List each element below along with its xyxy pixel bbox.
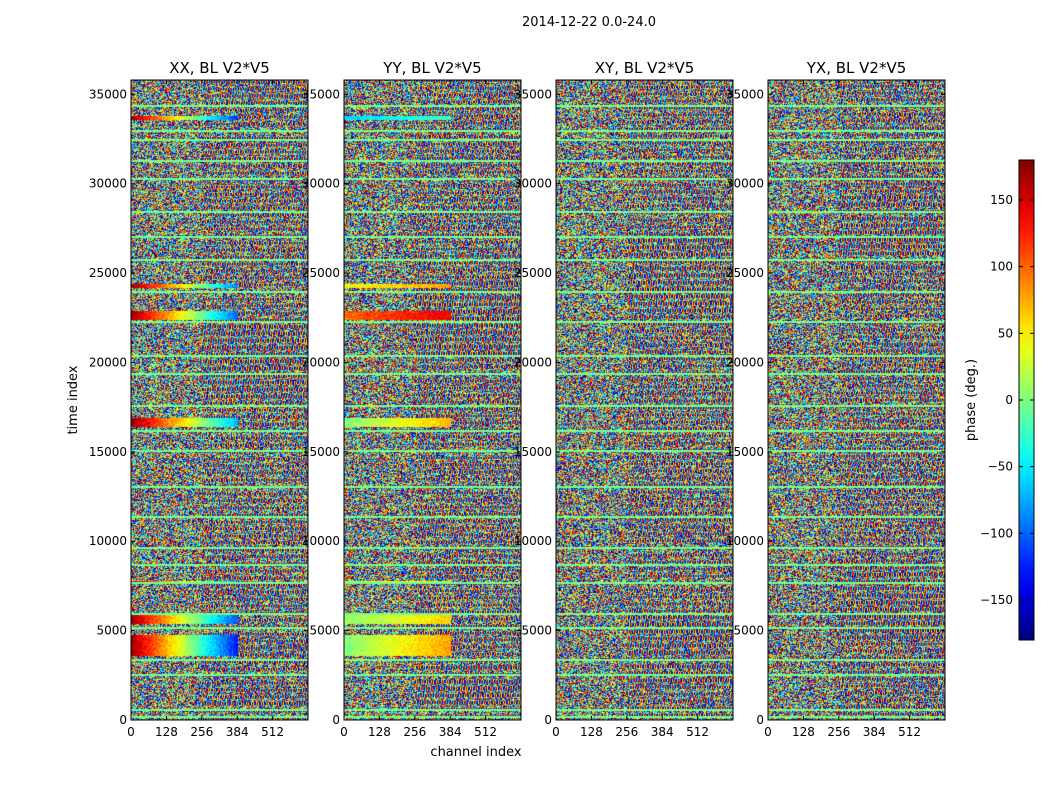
panel-title: XY, BL V2*V5	[595, 59, 695, 77]
y-tick-label: 20000	[302, 355, 340, 369]
heatmap-xy	[556, 80, 733, 720]
y-tick-label: 30000	[726, 177, 764, 191]
y-tick-label: 0	[332, 713, 340, 727]
y-tick-label: 15000	[514, 445, 552, 459]
x-tick-label: 256	[403, 725, 426, 739]
y-tick-label: 15000	[726, 445, 764, 459]
panel-xx: XX, BL V2*V5 0 128 256 384 512 0 5000 10000 15000…	[89, 59, 309, 739]
y-tick-label: 25000	[726, 266, 764, 280]
panel-title: YX, BL V2*V5	[806, 59, 907, 77]
x-tick-label: 0	[340, 725, 348, 739]
colorbar-tick-label: 50	[998, 326, 1013, 340]
x-tick-label: 128	[368, 725, 391, 739]
x-tick-label: 0	[764, 725, 772, 739]
x-axis-label: channel index	[430, 745, 521, 760]
x-tick-label: 384	[226, 725, 249, 739]
axes-frame	[343, 79, 522, 721]
y-tick-label: 15000	[89, 445, 127, 459]
axes-frame	[767, 79, 946, 721]
colorbar-label: phase (deg.)	[964, 359, 979, 441]
y-tick-label: 35000	[726, 87, 764, 101]
x-tick-label: 256	[190, 725, 213, 739]
x-tick-label: 0	[127, 725, 135, 739]
y-tick-label: 5000	[309, 624, 340, 638]
x-tick-label: 512	[898, 725, 921, 739]
colorbar-tick-label: −150	[980, 593, 1013, 607]
x-tick-label: 128	[155, 725, 178, 739]
y-tick-label: 10000	[89, 534, 127, 548]
x-tick-label: 512	[261, 725, 284, 739]
y-tick-label: 10000	[514, 534, 552, 548]
panel-title: YY, BL V2*V5	[382, 59, 481, 77]
x-tick-label: 512	[686, 725, 709, 739]
y-tick-label: 20000	[514, 355, 552, 369]
y-tick-label: 5000	[521, 624, 552, 638]
y-tick-label: 20000	[89, 355, 127, 369]
x-tick-label: 256	[615, 725, 638, 739]
colorbar-tick-label: −100	[980, 526, 1013, 540]
panel-xy: XY, BL V2*V5 0 128 256 384 512 0 5000 10000 15000…	[514, 59, 734, 739]
heatmap-xx	[131, 80, 308, 720]
colorbar-tick-label: 0	[1005, 393, 1013, 407]
y-tick-label: 0	[756, 713, 764, 727]
colorbar-tick-label: 150	[990, 193, 1013, 207]
y-tick-label: 0	[544, 713, 552, 727]
x-tick-label: 512	[474, 725, 497, 739]
y-tick-label: 20000	[726, 355, 764, 369]
x-tick-label: 128	[792, 725, 815, 739]
heatmap-yy	[344, 80, 521, 720]
figure-suptitle: 2014-12-22 0.0-24.0	[522, 15, 656, 30]
y-tick-label: 35000	[89, 87, 127, 101]
x-tick-label: 256	[827, 725, 850, 739]
panel-title: XX, BL V2*V5	[169, 59, 270, 77]
y-tick-label: 30000	[89, 177, 127, 191]
colorbar: −150 −100 −50 0 50 100 150	[980, 159, 1035, 641]
y-tick-label: 25000	[302, 266, 340, 280]
panels-layer: XX, BL V2*V5 0 128 256 384 512 0 5000 10000 15000…	[89, 59, 946, 739]
colorbar-tick-label: 100	[990, 260, 1013, 274]
x-tick-label: 128	[580, 725, 603, 739]
y-tick-label: 35000	[514, 87, 552, 101]
x-tick-label: 384	[863, 725, 886, 739]
panel-yx: YX, BL V2*V5 0 128 256 384 512 0 5000 10000 15000…	[726, 59, 946, 739]
y-tick-label: 35000	[302, 87, 340, 101]
y-tick-label: 5000	[733, 624, 764, 638]
y-axis-label: time index	[66, 365, 81, 434]
colorbar-tick-label: −50	[988, 460, 1013, 474]
x-tick-label: 384	[651, 725, 674, 739]
y-tick-label: 5000	[96, 624, 127, 638]
heatmap-yx	[768, 80, 945, 720]
x-tick-label: 384	[439, 725, 462, 739]
y-tick-label: 0	[119, 713, 127, 727]
y-tick-label: 30000	[514, 177, 552, 191]
y-tick-label: 10000	[302, 534, 340, 548]
x-tick-label: 0	[552, 725, 560, 739]
y-tick-label: 30000	[302, 177, 340, 191]
y-tick-label: 25000	[89, 266, 127, 280]
y-tick-label: 25000	[514, 266, 552, 280]
panel-yy: YY, BL V2*V5 0 128 256 384 512 0 5000 10000 15000…	[302, 59, 522, 739]
axes-frame	[555, 79, 734, 721]
y-tick-label: 15000	[302, 445, 340, 459]
axes-frame	[130, 79, 309, 721]
y-tick-label: 10000	[726, 534, 764, 548]
